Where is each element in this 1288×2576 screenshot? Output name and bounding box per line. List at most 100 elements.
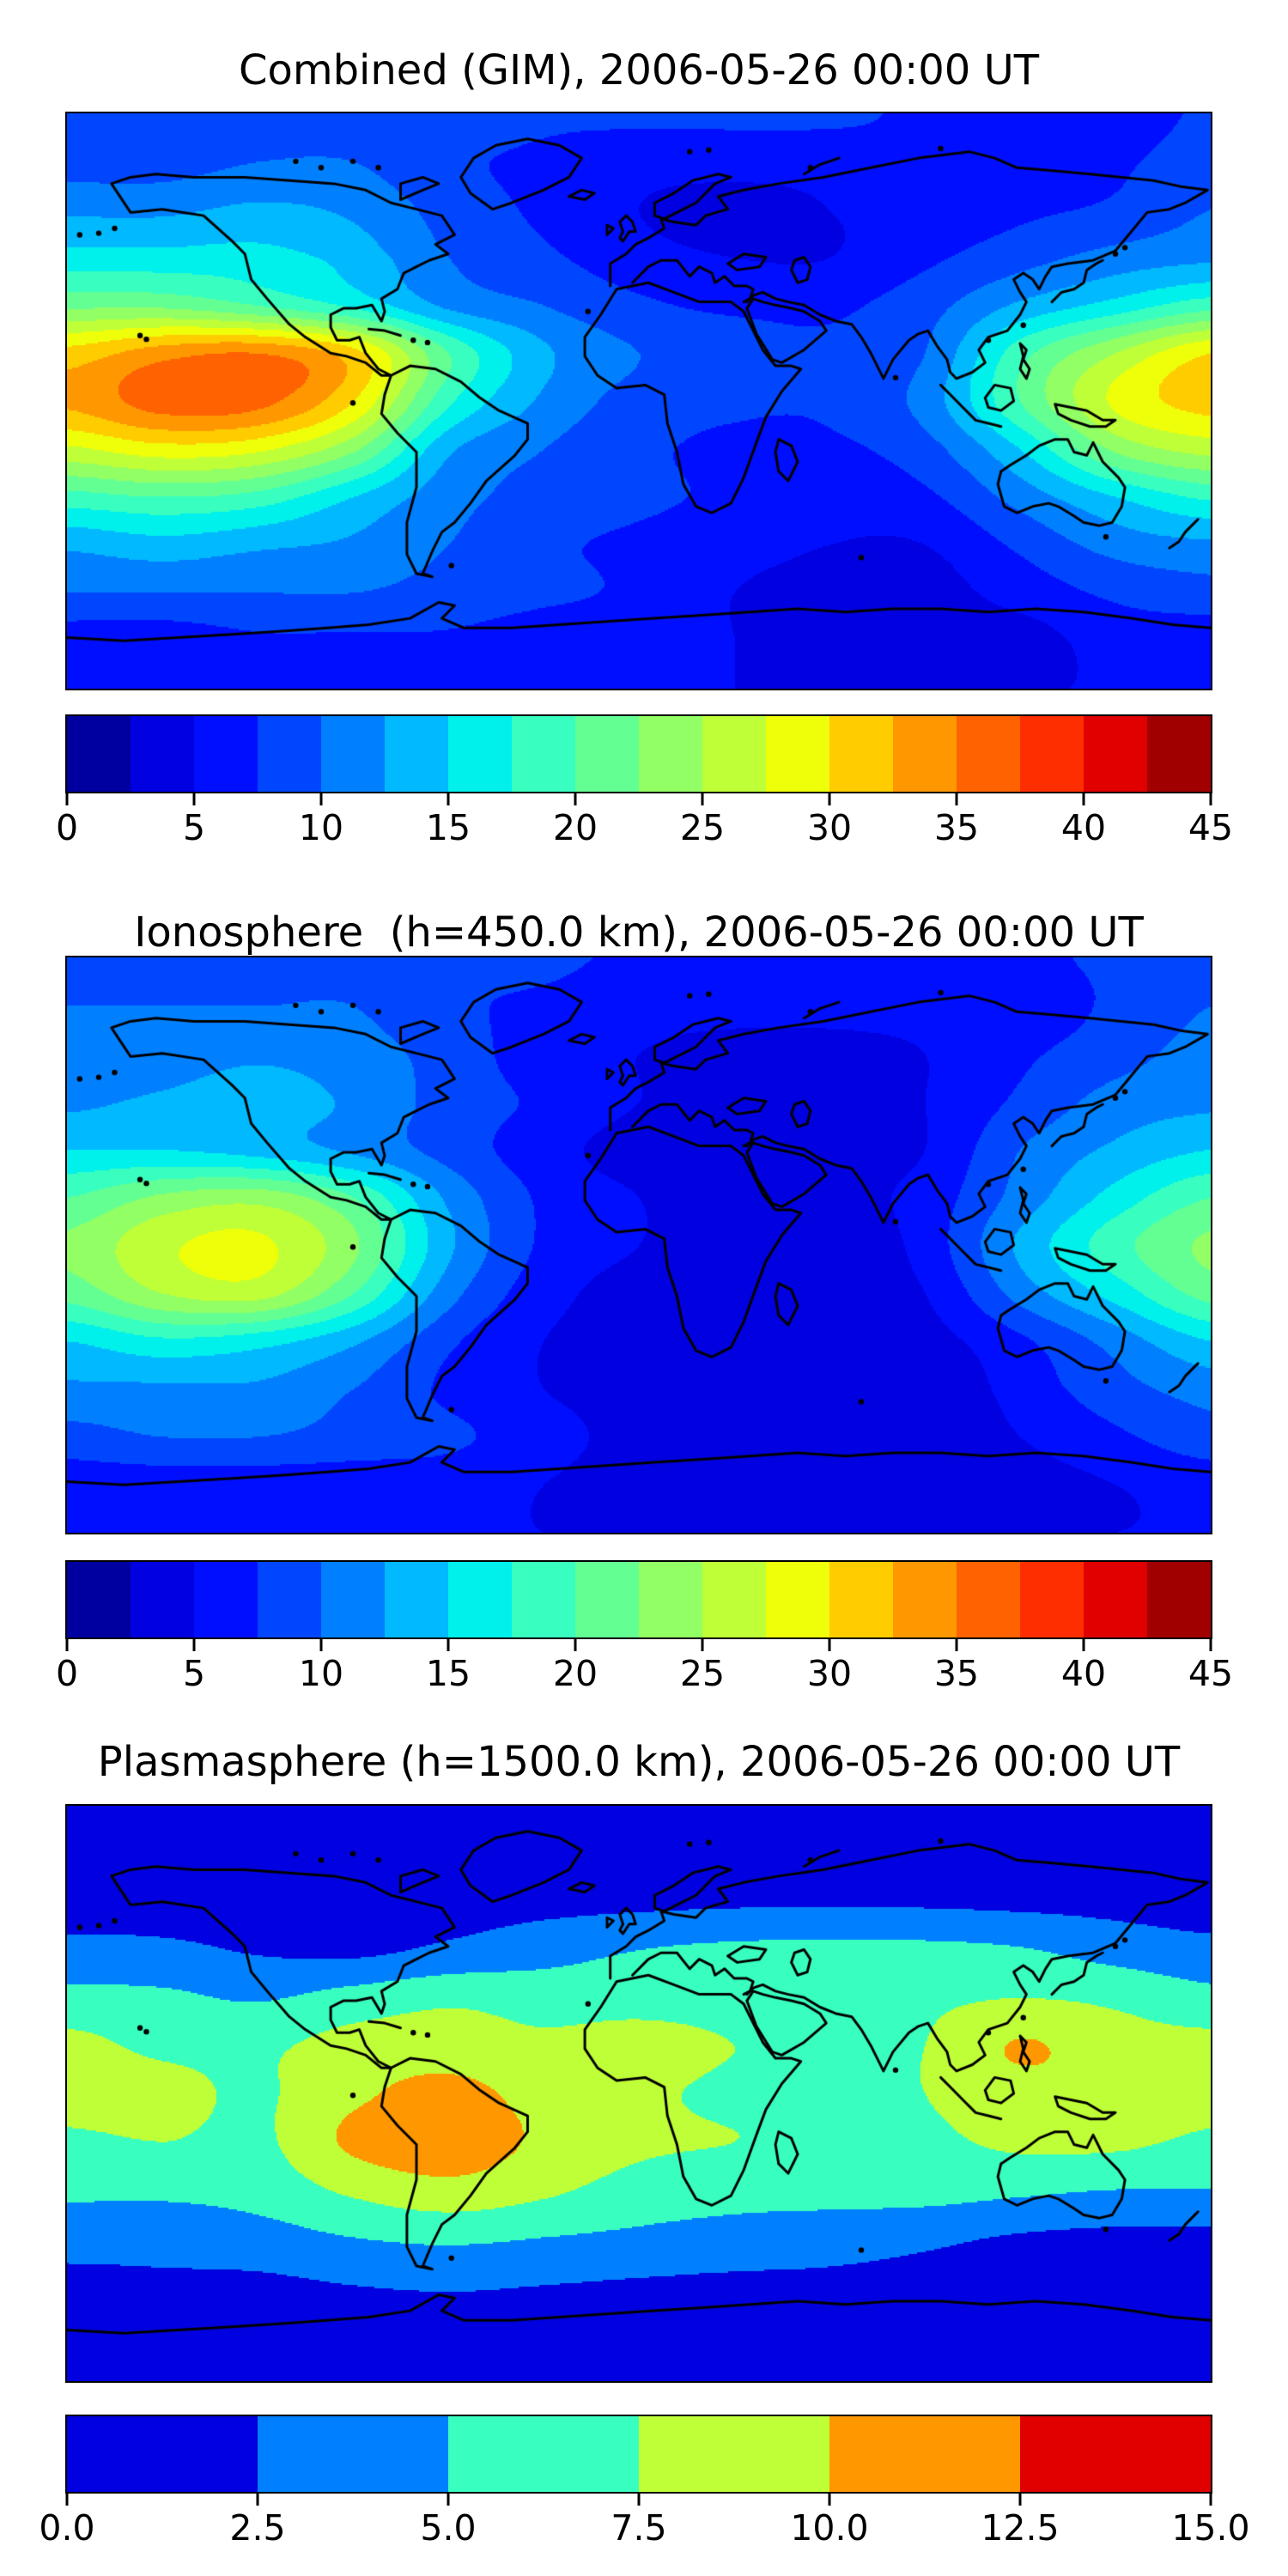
colorbar-segment [702, 716, 766, 792]
colorbar-ticks-plasmasphere: 0.0 2.5 5.0 7.5 10.0 12.5 15.0 [39, 2494, 1250, 2567]
colorbar-segment [575, 716, 639, 792]
panel-title-plasmasphere: Plasmasphere (h=1500.0 km), 2006-05-26 0… [97, 1738, 1181, 1786]
colorbar-segment [194, 1562, 258, 1637]
colorbar-segment [829, 1562, 893, 1637]
panel-title-combined: Combined (GIM), 2006-05-26 00:00 UT [238, 46, 1040, 94]
colorbar-segment [258, 1562, 321, 1637]
colorbar-segment [829, 2416, 1020, 2492]
colorbar-tick-label: 0 [55, 1653, 79, 1694]
colorbar-combined [65, 714, 1212, 793]
colorbar-tick-label: 45 [1188, 807, 1234, 848]
colorbar-segment [575, 1562, 639, 1637]
colorbar-tick-mark [1209, 793, 1212, 805]
colorbar-tick-mark [319, 1639, 323, 1651]
colorbar-tick-mark [955, 793, 958, 805]
colorbar-tick-mark [447, 1639, 450, 1651]
colorbar-segment [1020, 2416, 1211, 2492]
colorbar-tick-mark [828, 793, 831, 805]
colorbar-ticks-ionosphere: 0 5 10 15 20 25 30 35 40 45 [56, 1639, 1233, 1713]
colorbar-tick-label: 2.5 [229, 2507, 286, 2549]
colorbar-tick-label: 5.0 [420, 2507, 477, 2549]
colorbar-tick-label: 5 [182, 1653, 206, 1694]
world-map-plasmasphere [65, 1804, 1212, 2383]
colorbar-segment [1020, 1562, 1084, 1637]
colorbar-segment [639, 2416, 829, 2492]
colorbar-tick-mark [701, 793, 704, 805]
colorbar-segment [385, 1562, 448, 1637]
colorbar-tick-mark [574, 1639, 577, 1651]
colorbar-segment [957, 1562, 1020, 1637]
colorbar-tick-mark [1082, 793, 1085, 805]
colorbar-tick-mark [701, 1639, 704, 1651]
colorbar-tick-mark [192, 1639, 196, 1651]
colorbar-tick-mark [65, 1639, 69, 1651]
colorbar-segment [321, 716, 385, 792]
colorbar-segment [1147, 716, 1211, 792]
colorbar-tick-mark [1209, 1639, 1212, 1651]
colorbar-segment [829, 716, 893, 792]
colorbar-tick-label: 25 [679, 807, 726, 848]
colorbar-segment [67, 716, 131, 792]
colorbar-tick-mark [1018, 2494, 1022, 2506]
colorbar-segment [67, 2416, 258, 2492]
colorbar-segment [448, 1562, 512, 1637]
colorbar-segment [639, 1562, 702, 1637]
colorbar-tick-mark [828, 1639, 831, 1651]
colorbar-tick-mark [319, 793, 323, 805]
colorbar-tick-label: 10 [298, 807, 344, 848]
colorbar-segment [67, 1562, 131, 1637]
colorbar-tick-mark [65, 793, 69, 805]
colorbar-tick-label: 15.0 [1171, 2507, 1250, 2549]
colorbar-segment [321, 1562, 385, 1637]
colorbar-segment [512, 716, 575, 792]
colorbar-segment [512, 1562, 575, 1637]
colorbar-tick-label: 45 [1188, 1653, 1234, 1694]
colorbar-ticks-combined: 0 5 10 15 20 25 30 35 40 45 [56, 793, 1233, 867]
colorbar-segment [131, 1562, 194, 1637]
colorbar-tick-label: 35 [933, 1653, 980, 1694]
colorbar-tick-mark [828, 2494, 831, 2506]
colorbar-tick-label: 5 [182, 807, 206, 848]
colorbar-tick-mark [447, 793, 450, 805]
colorbar-tick-label: 20 [552, 1653, 598, 1694]
colorbar-tick-label: 7.5 [611, 2507, 667, 2549]
colorbar-tick-mark [256, 2494, 259, 2506]
colorbar-segment [258, 2416, 448, 2492]
colorbar-segment [448, 716, 512, 792]
colorbar-segment [258, 716, 321, 792]
colorbar-tick-label: 10.0 [790, 2507, 869, 2549]
colorbar-segment [1147, 1562, 1211, 1637]
colorbar-tick-label: 15 [425, 807, 471, 848]
colorbar-segment [702, 1562, 766, 1637]
colorbar-tick-label: 30 [806, 1653, 853, 1694]
colorbar-tick-mark [637, 2494, 641, 2506]
colorbar-tick-mark [955, 1639, 958, 1651]
colorbar-segment [131, 716, 194, 792]
colorbar-segment [448, 2416, 639, 2492]
colorbar-tick-label: 30 [806, 807, 853, 848]
colorbar-ionosphere [65, 1560, 1212, 1639]
colorbar-segment [766, 716, 829, 792]
colorbar-segment [893, 1562, 957, 1637]
colorbar-tick-label: 10 [298, 1653, 344, 1694]
colorbar-tick-mark [1209, 2494, 1212, 2506]
colorbar-tick-label: 0 [55, 807, 79, 848]
colorbar-tick-mark [447, 2494, 450, 2506]
colorbar-tick-mark [65, 2494, 69, 2506]
colorbar-tick-label: 12.5 [981, 2507, 1060, 2549]
colorbar-segment [639, 716, 702, 792]
colorbar-segment [1084, 1562, 1147, 1637]
panel-title-ionosphere: Ionosphere (h=450.0 km), 2006-05-26 00:0… [134, 908, 1144, 957]
colorbar-tick-label: 25 [679, 1653, 726, 1694]
colorbar-tick-label: 35 [933, 807, 980, 848]
world-map-ionosphere [65, 956, 1212, 1534]
colorbar-tick-label: 15 [425, 1653, 471, 1694]
colorbar-segment [385, 716, 448, 792]
colorbar-tick-mark [574, 793, 577, 805]
colorbar-tick-mark [192, 793, 196, 805]
colorbar-tick-label: 40 [1060, 807, 1107, 848]
colorbar-tick-label: 40 [1060, 1653, 1107, 1694]
colorbar-segment [893, 716, 957, 792]
colorbar-segment [1020, 716, 1084, 792]
